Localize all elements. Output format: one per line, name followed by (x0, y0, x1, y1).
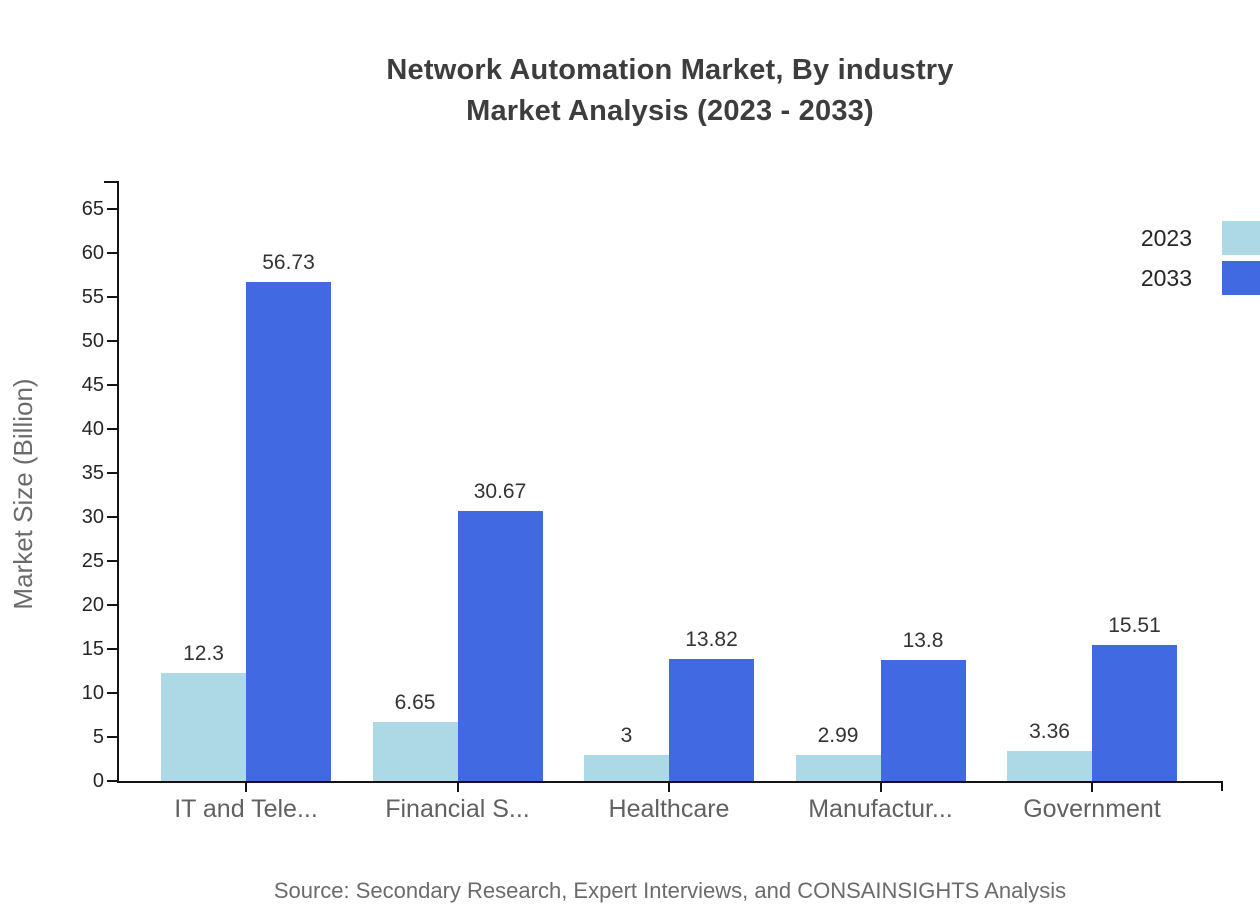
bar-value-label: 13.8 (902, 628, 944, 652)
category-label: Financial S... (385, 795, 530, 823)
bar-value-label: 12.3 (183, 641, 224, 665)
y-tick-mark (107, 648, 118, 650)
bar-2023-financial-s-[interactable] (372, 722, 458, 781)
legend-swatch-2023[interactable] (1222, 221, 1260, 255)
bar-2033-government[interactable] (1092, 644, 1177, 781)
chart-title: Network Automation Market, By industry M… (80, 50, 1260, 132)
x-axis-line (117, 781, 1223, 783)
y-tick-label: 45 (81, 374, 104, 396)
source-note: Source: Secondary Research, Expert Inter… (273, 878, 1067, 903)
y-tick-label: 10 (81, 682, 104, 704)
x-tick-mark (245, 783, 247, 792)
x-axis-end-tick (1221, 781, 1223, 791)
bar-2033-manufactur-[interactable] (880, 659, 966, 781)
x-tick-mark (879, 783, 882, 792)
chart-title-line2: Market Analysis (2023 - 2033) (466, 95, 874, 127)
y-tick-mark (107, 780, 118, 782)
category-label: Manufactur... (808, 795, 953, 823)
bar-value-label: 3.36 (1029, 720, 1070, 744)
bar-value-label: 2.99 (817, 723, 859, 747)
x-tick-mark (456, 783, 459, 792)
y-tick-mark (107, 736, 118, 738)
y-tick-label: 35 (81, 462, 104, 484)
y-tick-label: 0 (92, 770, 104, 792)
y-tick-label: 50 (81, 330, 104, 352)
y-tick-mark (107, 692, 118, 694)
y-tick-mark (107, 252, 118, 254)
y-tick-mark (107, 604, 118, 606)
y-tick-label: 65 (81, 198, 104, 220)
bar-value-label: 3 (620, 723, 633, 747)
chart-title-line1: Network Automation Market, By industry (386, 54, 954, 86)
category-label: IT and Tele... (174, 795, 318, 823)
bar-value-label: 15.51 (1108, 613, 1161, 637)
bar-value-label: 13.82 (685, 628, 738, 652)
y-tick-mark (107, 296, 118, 298)
bar-value-label: 30.67 (473, 480, 527, 504)
bar-2023-it-and-tele-[interactable] (161, 672, 246, 781)
bar-2033-healthcare[interactable] (669, 659, 754, 781)
y-tick-label: 15 (81, 638, 104, 660)
category-label: Healthcare (608, 795, 730, 823)
bar-value-label: 6.65 (394, 691, 436, 715)
legend-label-2033: 2033 (1140, 265, 1192, 291)
legend-swatch-2033[interactable] (1222, 261, 1260, 295)
y-tick-label: 55 (81, 286, 104, 308)
y-tick-mark (107, 472, 118, 474)
y-tick-mark (107, 340, 118, 342)
y-tick-label: 40 (81, 418, 104, 440)
y-tick-mark (107, 208, 118, 210)
bar-2023-government[interactable] (1007, 751, 1092, 781)
y-tick-label: 25 (81, 550, 104, 572)
category-label: Government (1023, 795, 1161, 823)
bar-2023-manufactur-[interactable] (795, 754, 881, 781)
bar-2023-healthcare[interactable] (584, 754, 669, 781)
y-axis-end-tick (104, 181, 119, 183)
y-tick-mark (107, 428, 118, 430)
y-tick-label: 60 (81, 242, 104, 264)
x-tick-mark (1091, 783, 1093, 792)
y-tick-label: 30 (81, 506, 104, 528)
y-tick-label: 20 (81, 594, 104, 616)
y-tick-mark (107, 560, 118, 562)
y-axis-line (117, 181, 119, 783)
bar-value-label: 56.73 (262, 250, 315, 274)
x-tick-mark (668, 783, 670, 792)
legend-label-2023: 2023 (1140, 225, 1192, 251)
y-tick-mark (107, 384, 118, 386)
y-tick-label: 5 (92, 726, 104, 748)
bar-2033-financial-s-[interactable] (457, 511, 543, 781)
bar-2033-it-and-tele-[interactable] (246, 281, 331, 781)
y-tick-mark (107, 516, 118, 518)
